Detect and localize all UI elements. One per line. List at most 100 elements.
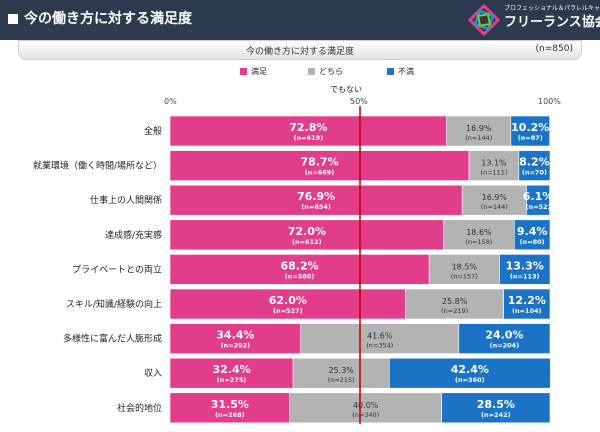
data-label: 34.4% <box>216 329 254 342</box>
data-label: 31.5% <box>211 398 249 411</box>
bar-segment <box>503 288 551 320</box>
data-label: 78.7% <box>300 156 338 169</box>
legend-satisfied-swatch <box>240 68 247 75</box>
data-label: 40.0% <box>353 401 379 410</box>
bar-segment <box>169 357 294 389</box>
header-bar: 今の働き方に対する満足度 プロフェッショナル＆パラレルキャリア フリーランス協会 <box>0 0 600 40</box>
bar-segment <box>169 288 406 320</box>
data-label: 8.2% <box>519 156 550 169</box>
count-label: (n=87) <box>518 134 543 142</box>
count-label: (n=242) <box>481 411 511 419</box>
data-label: 72.8% <box>289 121 327 134</box>
bar-segment <box>388 357 551 389</box>
data-label: 13.3% <box>506 259 544 272</box>
count-label: (n=612) <box>292 238 322 246</box>
category-label: 達成感/充実感 <box>105 229 162 241</box>
bar-segment <box>169 323 302 354</box>
sample-size: (n=850) <box>535 44 573 54</box>
bar-segment <box>461 184 527 216</box>
bar-segment <box>446 115 512 147</box>
data-label: 24.0% <box>485 329 523 342</box>
data-label: 62.0% <box>269 294 307 307</box>
category-label: 多様性に富んだ人脈形成 <box>63 333 162 345</box>
bar-segment <box>405 288 504 320</box>
count-label: (n=354) <box>366 342 393 350</box>
x-tick-100: 100% <box>538 97 561 106</box>
count-label: (n=215) <box>328 376 355 384</box>
data-label: 25.3% <box>328 366 354 375</box>
data-label: 6.1% <box>523 190 554 203</box>
bar-segment <box>458 323 551 354</box>
legend-unsatisfied: 不満 <box>387 67 414 77</box>
bar-segment <box>169 219 444 251</box>
page-title: 今の働き方に対する満足度 <box>24 11 192 27</box>
count-label: (n=113) <box>510 272 540 280</box>
count-label: (n=360) <box>455 376 485 384</box>
bar-segment <box>443 219 515 251</box>
bar-segment <box>169 115 447 147</box>
data-label: 18.6% <box>466 228 492 237</box>
count-label: (n=527) <box>273 307 303 315</box>
count-label: (n=52) <box>525 203 550 211</box>
logo-subtitle: プロフェッショナル＆パラレルキャリア <box>504 5 600 12</box>
count-label: (n=219) <box>441 307 468 315</box>
data-label: 72.0% <box>288 225 326 238</box>
data-label: 28.5% <box>477 398 515 411</box>
bar-segment <box>169 254 430 285</box>
count-label: (n=292) <box>221 342 251 350</box>
bar-segment <box>428 254 500 285</box>
legend-neutral: どちら <box>308 67 343 77</box>
count-label: (n=80) <box>520 238 545 246</box>
bar-segment <box>441 392 551 424</box>
freelance-association-logo-icon <box>468 4 500 36</box>
count-label: (n=340) <box>352 411 379 419</box>
logo-name: フリーランス協会 <box>504 15 600 30</box>
category-label: 仕事上の人間関係 <box>90 194 162 206</box>
data-label: 42.4% <box>451 363 489 376</box>
data-label: 25.8% <box>442 297 468 306</box>
chart-subtitle-banner: 今の働き方に対する満足度 (n=850) <box>18 40 582 60</box>
count-label: (n=204) <box>490 342 520 350</box>
count-label: (n=144) <box>481 203 508 211</box>
chart-subtitle: 今の働き方に対する満足度 <box>245 47 354 57</box>
bar-segment <box>300 323 460 354</box>
count-label: (n=580) <box>285 272 315 280</box>
data-label: 16.9% <box>466 124 492 133</box>
bar-segment <box>526 184 550 216</box>
category-label: 全般 <box>144 125 162 137</box>
legend-neutral-line2: でもない <box>330 85 362 94</box>
category-label: スキル/知識/経験の向上 <box>66 298 162 310</box>
legend-neutral-swatch <box>308 68 315 75</box>
data-label: 18.5% <box>452 262 478 271</box>
count-label: (n=144) <box>465 134 492 142</box>
bar-segment <box>292 357 390 389</box>
count-label: (n=111) <box>480 169 507 177</box>
category-label: 就業環境（働く時間/場所など） <box>33 160 162 172</box>
legend-unsatisfied-swatch <box>387 68 394 75</box>
bar-segment <box>169 392 290 424</box>
category-label: プライベートとの両立 <box>72 263 162 275</box>
count-label: (n=70) <box>522 169 547 177</box>
data-label: 9.4% <box>517 225 548 238</box>
count-label: (n=268) <box>215 411 245 419</box>
data-label: 68.2% <box>280 259 318 272</box>
data-label: 13.1% <box>481 159 507 168</box>
bar-segment <box>510 115 550 147</box>
count-label: (n=654) <box>301 203 331 211</box>
count-label: (n=104) <box>512 307 542 315</box>
data-label: 76.9% <box>297 190 335 203</box>
data-label: 16.9% <box>482 193 508 202</box>
count-label: (n=158) <box>465 238 492 246</box>
bar-segment <box>513 219 551 251</box>
x-tick-50: 50% <box>350 97 368 106</box>
category-label: 収入 <box>144 367 162 379</box>
bar-segment <box>169 184 463 216</box>
bar-segment <box>169 150 470 181</box>
count-label: (n=275) <box>217 376 247 384</box>
data-label: 12.2% <box>508 294 546 307</box>
data-label: 10.2% <box>511 121 549 134</box>
count-label: (n=157) <box>451 272 478 280</box>
square-bullet-icon <box>8 14 18 24</box>
x-tick-0: 0% <box>164 97 177 106</box>
